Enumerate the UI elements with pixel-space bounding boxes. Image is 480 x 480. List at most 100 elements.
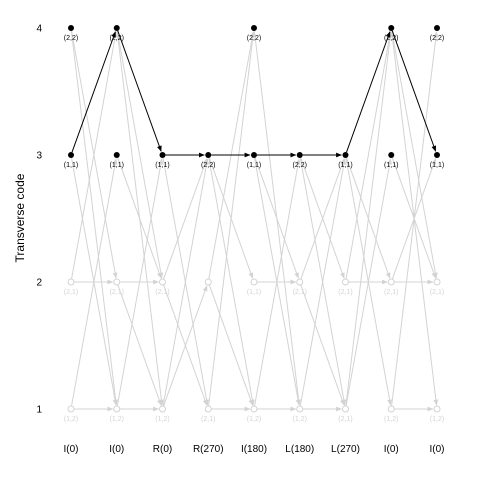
node-label: (2,2) [293,162,307,169]
node-label: (2,1) [110,289,124,296]
node-label: (2,2) [384,35,398,42]
node-label: (2,1) [64,289,78,296]
x-tick-label: I(0) [384,444,399,455]
inactive-node [113,278,121,286]
node-label: (1,2) [430,416,444,423]
node-label: (1,1) [247,289,261,296]
active-node [251,152,257,158]
inactive-node [204,405,212,413]
node-label: (1,2) [110,416,124,423]
inactive-node [387,278,395,286]
node-label: (1,1) [338,162,352,169]
node-label: (1,1) [247,162,261,169]
background-edge [345,31,392,280]
node-label: (2,1) [338,289,352,296]
node-label: (2,2) [430,35,444,42]
background-edge [391,30,439,406]
background-edge [162,158,209,407]
x-tick-label: L(270) [331,444,360,455]
node-label: (2,2) [201,162,215,169]
active-node [342,152,349,158]
inactive-node [342,278,349,286]
background-edge [116,30,164,279]
background-edge [116,158,164,407]
background-edge [208,284,254,406]
node-label: (1,2) [384,416,398,423]
inactive-node [433,278,441,286]
node-label: (2,2) [110,35,124,42]
background-edge [71,158,118,407]
background-edge [300,284,345,406]
background-edge [208,157,255,406]
background-edge [345,158,392,407]
node-label: (1,1) [384,162,398,169]
x-tick-label: I(0) [109,444,124,455]
node-label: (2,2) [64,35,78,42]
inactive-node [250,405,258,413]
active-node [434,152,440,158]
node-label: (2,1) [293,289,307,296]
background-edges [70,30,439,412]
active-node [113,152,120,158]
background-edge [300,158,345,280]
x-tick-label: I(0) [64,444,79,455]
inactive-node [250,278,258,286]
inactive-node [67,405,75,413]
inactive-node [204,278,212,286]
x-tick-label: I(180) [241,444,267,455]
active-node [113,25,120,31]
active-node [388,25,395,31]
y-axis-label: Transverse code [13,173,27,262]
node-label: (2,1) [155,289,169,296]
background-edge [163,158,208,280]
x-tick-label: R(270) [193,444,224,455]
background-edge [391,30,438,279]
y-tick-label: 2 [36,278,42,289]
background-edge [163,285,208,407]
background-edge [254,157,299,279]
y-tick-label: 4 [36,24,42,35]
background-edge [117,157,162,279]
path-edge [71,31,116,153]
node-label: (2,1) [201,416,215,423]
node-label: (2,2) [247,35,261,42]
background-edge [299,157,347,406]
inactive-node [113,405,121,413]
inactive-node [296,278,304,286]
inactive-node [387,405,395,413]
node-label: (1,2) [247,416,261,423]
background-edge [208,157,254,279]
background-edge [117,284,162,406]
active-node [68,25,74,31]
node-label: (1,2) [64,416,78,423]
node-label: (2,1) [384,289,398,296]
x-tick-label: I(0) [430,444,445,455]
background-edge [70,30,119,406]
y-axis-ticks: 1 2 3 4 [36,24,42,416]
background-edge [71,31,118,280]
node-label: (1,2) [155,416,169,423]
node-label: (2,1) [338,416,352,423]
y-tick-label: 3 [36,151,42,162]
node-label: (1,1) [110,162,124,169]
inactive-node [433,405,441,413]
background-edge [254,158,301,407]
node-label: (1,1) [64,162,78,169]
node-label: (1,1) [430,162,444,169]
y-tick-label: 1 [36,405,42,416]
node-label: (1,1) [155,162,169,169]
inactive-node [342,405,349,413]
x-axis-ticks: I(0) I(0) R(0) R(270) I(180) L(180) L(270) I(0)… [64,444,445,455]
active-node [68,152,74,158]
node-labels: (1,2) (1,2) (1,2) (2,1) (1,2) (1,2) (2,1) (1,2)… [64,35,444,423]
node-label: (2,1) [430,289,444,296]
active-node [388,152,395,158]
nodes [67,25,441,413]
inactive-node [159,405,166,413]
path-edge [117,30,162,152]
active-node [296,152,303,158]
active-node [159,152,166,158]
active-node [205,152,212,158]
background-edge [346,157,391,279]
